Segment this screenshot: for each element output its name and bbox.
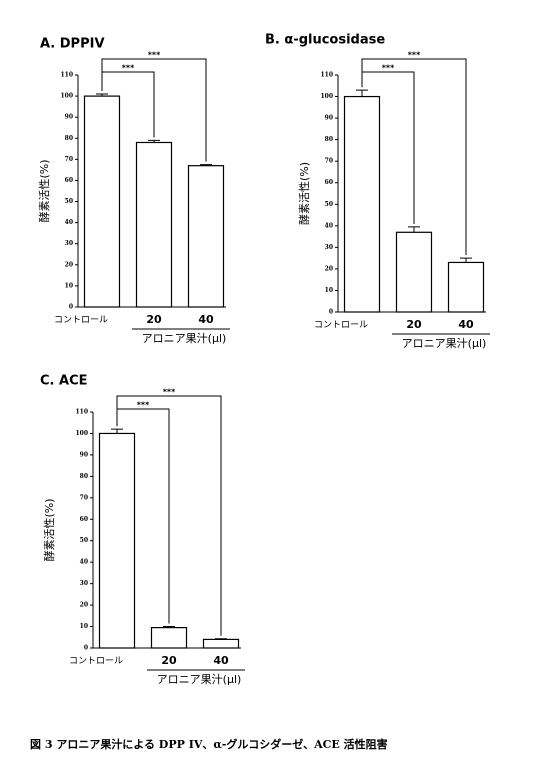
error-bar [356, 89, 368, 97]
x-tick-label: 40 [458, 318, 474, 331]
error-bar [96, 93, 108, 97]
y-axis-label: 酵素活性(%) [297, 162, 311, 225]
significance-label: *** [408, 51, 421, 60]
y-tick-label: 80 [65, 135, 73, 142]
error-bar [163, 626, 175, 628]
y-tick-label: 50 [65, 198, 73, 205]
y-tick-label: 30 [65, 240, 73, 247]
y-tick-label: 70 [325, 158, 333, 165]
y-tick-label: 0 [69, 304, 73, 311]
x-tick-label: 20 [161, 654, 177, 667]
y-tick-label: 90 [325, 115, 333, 122]
y-tick-label: 100 [320, 93, 333, 100]
error-bar [148, 139, 160, 143]
y-tick-label: 80 [80, 473, 88, 480]
y-tick-label: 100 [75, 430, 88, 437]
y-tick-label: 20 [65, 261, 73, 268]
y-tick-label: 0 [329, 309, 333, 316]
bar [187, 165, 225, 308]
x-tick-label: 40 [198, 313, 214, 326]
y-tick-label: 0 [84, 645, 88, 652]
y-tick-label: 30 [80, 580, 88, 587]
bar [83, 95, 121, 308]
chart-title: A. DPPIV [40, 37, 105, 52]
bar [343, 95, 381, 313]
y-tick-label: 10 [325, 287, 333, 294]
x-tick-label: 40 [213, 654, 229, 667]
y-tick-label: 20 [325, 265, 333, 272]
x-tick-label: コントロール [54, 316, 108, 326]
y-tick-label: 110 [75, 409, 88, 416]
bar [395, 231, 433, 313]
bar [98, 432, 136, 649]
bar [150, 627, 188, 649]
significance-bracket [101, 58, 207, 162]
significance-label: *** [148, 51, 161, 60]
significance-label: *** [163, 388, 176, 397]
error-bar [200, 164, 212, 166]
y-axis-label: 酵素活性(%) [42, 498, 56, 561]
chart-title: C. ACE [40, 374, 88, 389]
error-bar [215, 638, 227, 640]
x-tick-label: 20 [406, 318, 422, 331]
y-tick-label: 10 [65, 282, 73, 289]
bar [202, 638, 240, 649]
y-tick-label: 10 [80, 623, 88, 630]
y-tick-label: 50 [80, 537, 88, 544]
error-bar [111, 428, 123, 434]
y-axis-label: 酵素活性(%) [37, 159, 51, 222]
caption: 図 3 アロニア果汁による DPP IV、α-グルコシダーゼ、ACE 活性阻害 [30, 737, 388, 751]
significance-bracket [361, 58, 467, 256]
y-tick-label: 20 [80, 602, 88, 609]
significance-bracket [116, 395, 222, 636]
bar [447, 261, 485, 313]
y-tick-label: 90 [80, 451, 88, 458]
error-bar [408, 226, 420, 233]
y-tick-label: 110 [60, 72, 73, 79]
y-tick-label: 70 [80, 494, 88, 501]
y-tick-label: 100 [60, 93, 73, 100]
y-tick-label: 60 [65, 177, 73, 184]
y-tick-label: 40 [65, 219, 73, 226]
x-tick-label: コントロール [314, 321, 368, 331]
y-tick-label: 110 [320, 72, 333, 79]
y-tick-label: 40 [325, 222, 333, 229]
x-tick-label: 20 [146, 313, 162, 326]
y-tick-label: 70 [65, 156, 73, 163]
y-tick-label: 40 [80, 559, 88, 566]
group-label: アロニア果汁(μl) [402, 337, 487, 350]
error-bar [460, 257, 472, 263]
bar [135, 141, 173, 308]
group-label: アロニア果汁(μl) [142, 332, 227, 345]
y-tick-label: 80 [325, 136, 333, 143]
significance-label: *** [122, 64, 135, 73]
significance-label: *** [137, 401, 150, 410]
group-label: アロニア果汁(μl) [157, 673, 242, 686]
y-tick-label: 30 [325, 244, 333, 251]
x-tick-label: コントロール [69, 657, 123, 667]
chart-title: B. α-glucosidase [265, 33, 385, 48]
y-tick-label: 50 [325, 201, 333, 208]
significance-label: *** [382, 64, 395, 73]
y-tick-label: 90 [65, 114, 73, 121]
y-tick-label: 60 [80, 516, 88, 523]
y-tick-label: 60 [325, 179, 333, 186]
